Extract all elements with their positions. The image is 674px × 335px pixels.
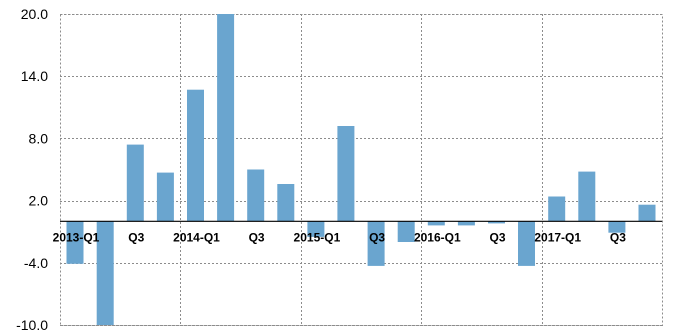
bar xyxy=(367,221,385,266)
bar xyxy=(578,171,596,222)
y-tick-label: -4.0 xyxy=(24,255,48,271)
x-tick-label: 2016-Q1 xyxy=(414,230,461,244)
x-tick-label: Q3 xyxy=(610,230,626,244)
y-tick-label: 8.0 xyxy=(29,130,49,146)
bar xyxy=(66,221,84,264)
x-tick-label: 2014-Q1 xyxy=(173,230,220,244)
y-tick-label: 20.0 xyxy=(21,6,48,22)
y-tick-label: 2.0 xyxy=(29,193,49,209)
x-axis-labels: 2013-Q1 Q3 2014-Q1 Q3 2015-Q1 Q3 2016-Q1 Q3 2017… xyxy=(53,230,627,244)
x-tick-label: Q3 xyxy=(249,230,265,244)
bar xyxy=(126,144,144,222)
plot-frame xyxy=(60,14,663,326)
bar xyxy=(488,221,505,224)
bar xyxy=(548,196,566,222)
bar xyxy=(156,172,174,222)
bar xyxy=(638,204,656,222)
x-tick-label: 2013-Q1 xyxy=(53,230,100,244)
x-tick-label: Q3 xyxy=(489,230,505,244)
x-tick-label: 2017-Q1 xyxy=(534,230,581,244)
bar xyxy=(337,126,355,222)
bar xyxy=(96,221,114,325)
bar xyxy=(247,169,265,222)
y-axis-labels: 20.0 14.0 8.0 2.0 -4.0 -10.0 xyxy=(16,6,48,333)
grid xyxy=(60,14,663,326)
bar xyxy=(187,89,204,222)
bar xyxy=(427,221,445,226)
bars xyxy=(66,14,656,325)
bar xyxy=(518,221,535,266)
y-tick-label: 14.0 xyxy=(21,68,48,84)
bar xyxy=(608,221,626,233)
x-tick-label: Q3 xyxy=(369,230,385,244)
bar xyxy=(457,221,475,226)
bar xyxy=(217,14,235,222)
bar xyxy=(307,221,325,237)
bar xyxy=(397,221,415,242)
x-tick-label: 2015-Q1 xyxy=(294,230,341,244)
bar xyxy=(277,184,295,222)
y-tick-label: -10.0 xyxy=(16,317,48,333)
x-tick-label: Q3 xyxy=(128,230,144,244)
